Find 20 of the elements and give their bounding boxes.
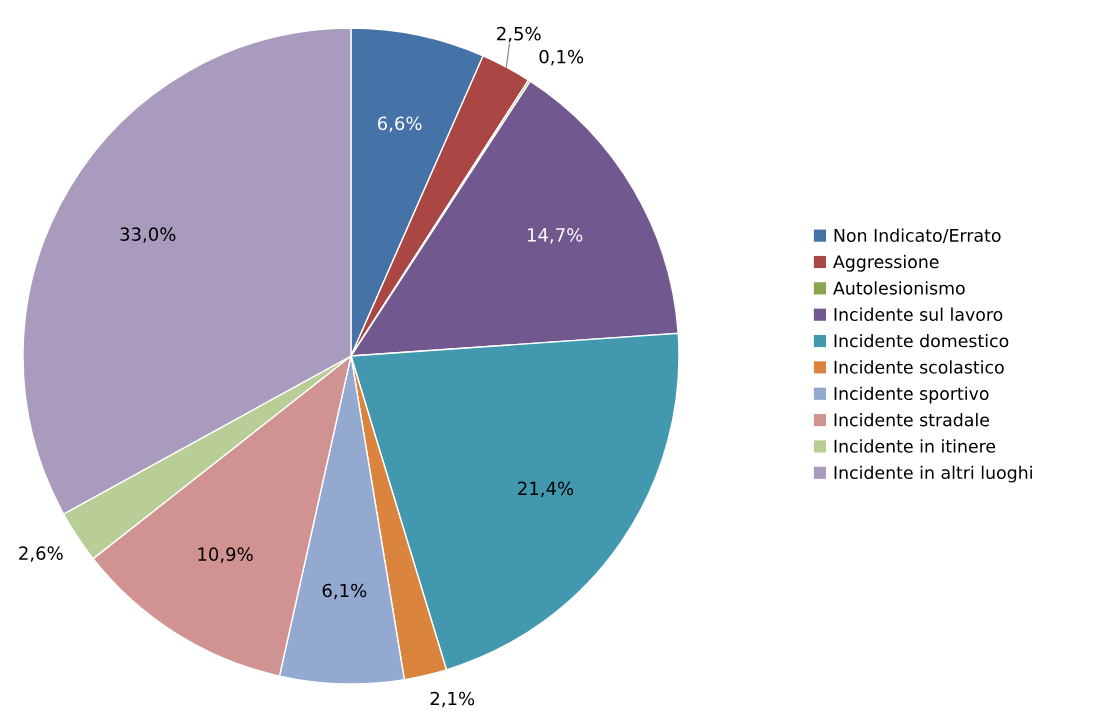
data-label: 2,6%	[19, 546, 63, 562]
data-label: 6,1%	[322, 583, 367, 600]
legend-label: Autolesionismo	[833, 281, 965, 295]
legend-label: Incidente sportivo	[834, 386, 989, 404]
data-label: 33,0%	[120, 227, 176, 243]
data-label: 10,9%	[198, 547, 253, 563]
data-label: 6,6%	[377, 116, 422, 132]
data-label: 14,7%	[527, 228, 583, 244]
legend-label: Incidente sul lavoro	[834, 307, 1003, 322]
legend-label: Aggressione	[833, 254, 939, 272]
data-label: 2,5%	[497, 26, 541, 43]
legend-label: Incidente in itinere	[834, 439, 996, 453]
legend-label: Non Indicato/Errato	[834, 228, 1001, 244]
legend-label: Incidente domestico	[834, 333, 1009, 348]
data-label: 0,1%	[539, 49, 584, 66]
legend-label: Incidente stradale	[834, 412, 990, 427]
legend-label: Incidente scolastico	[834, 360, 1004, 374]
data-label: 21,4%	[518, 481, 574, 498]
legend-label: Incidente in altri luoghi	[834, 465, 1032, 483]
data-label: 2,1%	[430, 691, 475, 708]
